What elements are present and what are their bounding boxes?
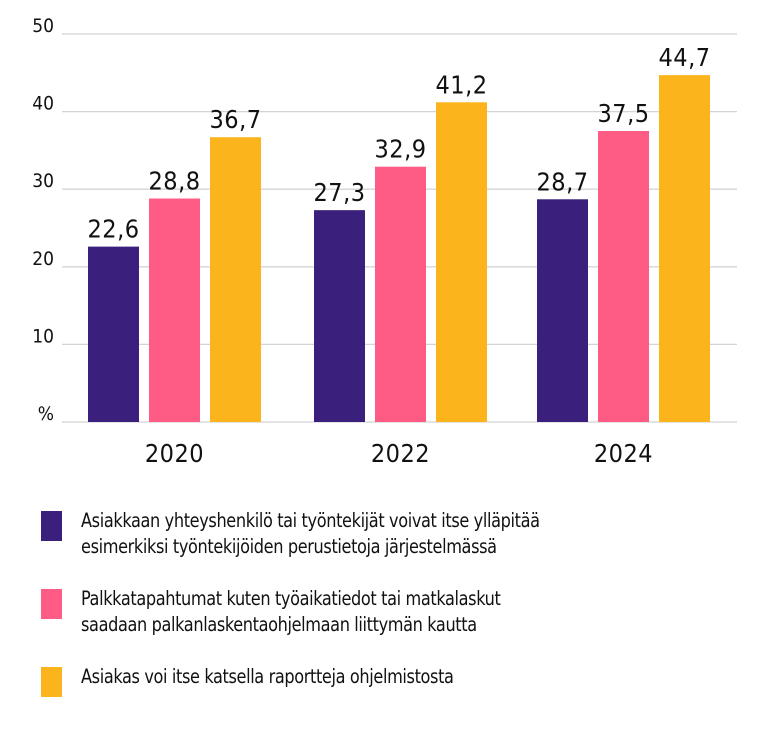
y-axis-ticks: % 10 20 30 40 50 — [32, 15, 54, 425]
bar — [149, 198, 200, 422]
data-label: 27,3 — [313, 178, 365, 207]
bar — [88, 246, 139, 422]
y-tick-label: 50 — [32, 15, 54, 37]
data-label: 37,5 — [597, 99, 649, 128]
legend-item-series-1: Asiakkaan yhteyshenkilö tai työntekijät … — [41, 508, 741, 560]
data-label: 32,9 — [374, 135, 426, 164]
legend-label-line: Asiakas voi itse katsella raportteja ohj… — [81, 665, 454, 688]
y-tick-label: 10 — [32, 325, 54, 347]
legend-swatch — [41, 667, 62, 697]
data-label: 44,7 — [658, 43, 710, 72]
legend-item-series-2: Palkkatapahtumat kuten työaikatiedot tai… — [41, 586, 741, 638]
bar — [598, 131, 649, 422]
y-tick-label: 40 — [32, 93, 54, 115]
legend: Asiakkaan yhteyshenkilö tai työntekijät … — [41, 508, 741, 716]
legend-label-line: Palkkatapahtumat kuten työaikatiedot tai… — [81, 587, 501, 610]
legend-item-series-3: Asiakas voi itse katsella raportteja ohj… — [41, 664, 741, 697]
data-label: 28,7 — [536, 167, 588, 196]
bar-chart: % 10 20 30 40 50 22,6 28,8 36,7 27,3 32,9 41,2 28,7… — [32, 15, 737, 468]
bar — [659, 75, 710, 423]
x-tick-label: 2020 — [145, 439, 204, 468]
data-label: 22,6 — [87, 215, 139, 244]
data-labels: 22,6 28,8 36,7 27,3 32,9 41,2 28,7 37,5 44,7 — [87, 43, 710, 243]
y-tick-label: 30 — [32, 170, 54, 192]
bar — [314, 210, 365, 422]
data-label: 36,7 — [209, 105, 261, 134]
legend-swatch — [41, 589, 62, 619]
data-label: 28,8 — [148, 167, 200, 196]
y-tick-label: 20 — [32, 248, 54, 270]
legend-label-line: saadaan palkanlaskentaohjelmaan liittymä… — [81, 613, 477, 636]
y-tick-label: % — [38, 403, 54, 425]
bar — [537, 199, 588, 422]
bar — [436, 102, 487, 423]
bars — [88, 75, 710, 423]
legend-label-line: esimerkiksi työntekijöiden perustietoja … — [81, 535, 497, 558]
bar — [375, 166, 426, 422]
legend-label-line: Asiakkaan yhteyshenkilö tai työntekijät … — [81, 509, 540, 532]
data-label: 41,2 — [435, 70, 487, 99]
x-tick-label: 2024 — [594, 439, 653, 468]
bar — [210, 137, 261, 422]
x-tick-label: 2022 — [371, 439, 430, 468]
legend-swatch — [41, 511, 62, 541]
x-axis-ticks: 2020 2022 2024 — [145, 439, 653, 468]
